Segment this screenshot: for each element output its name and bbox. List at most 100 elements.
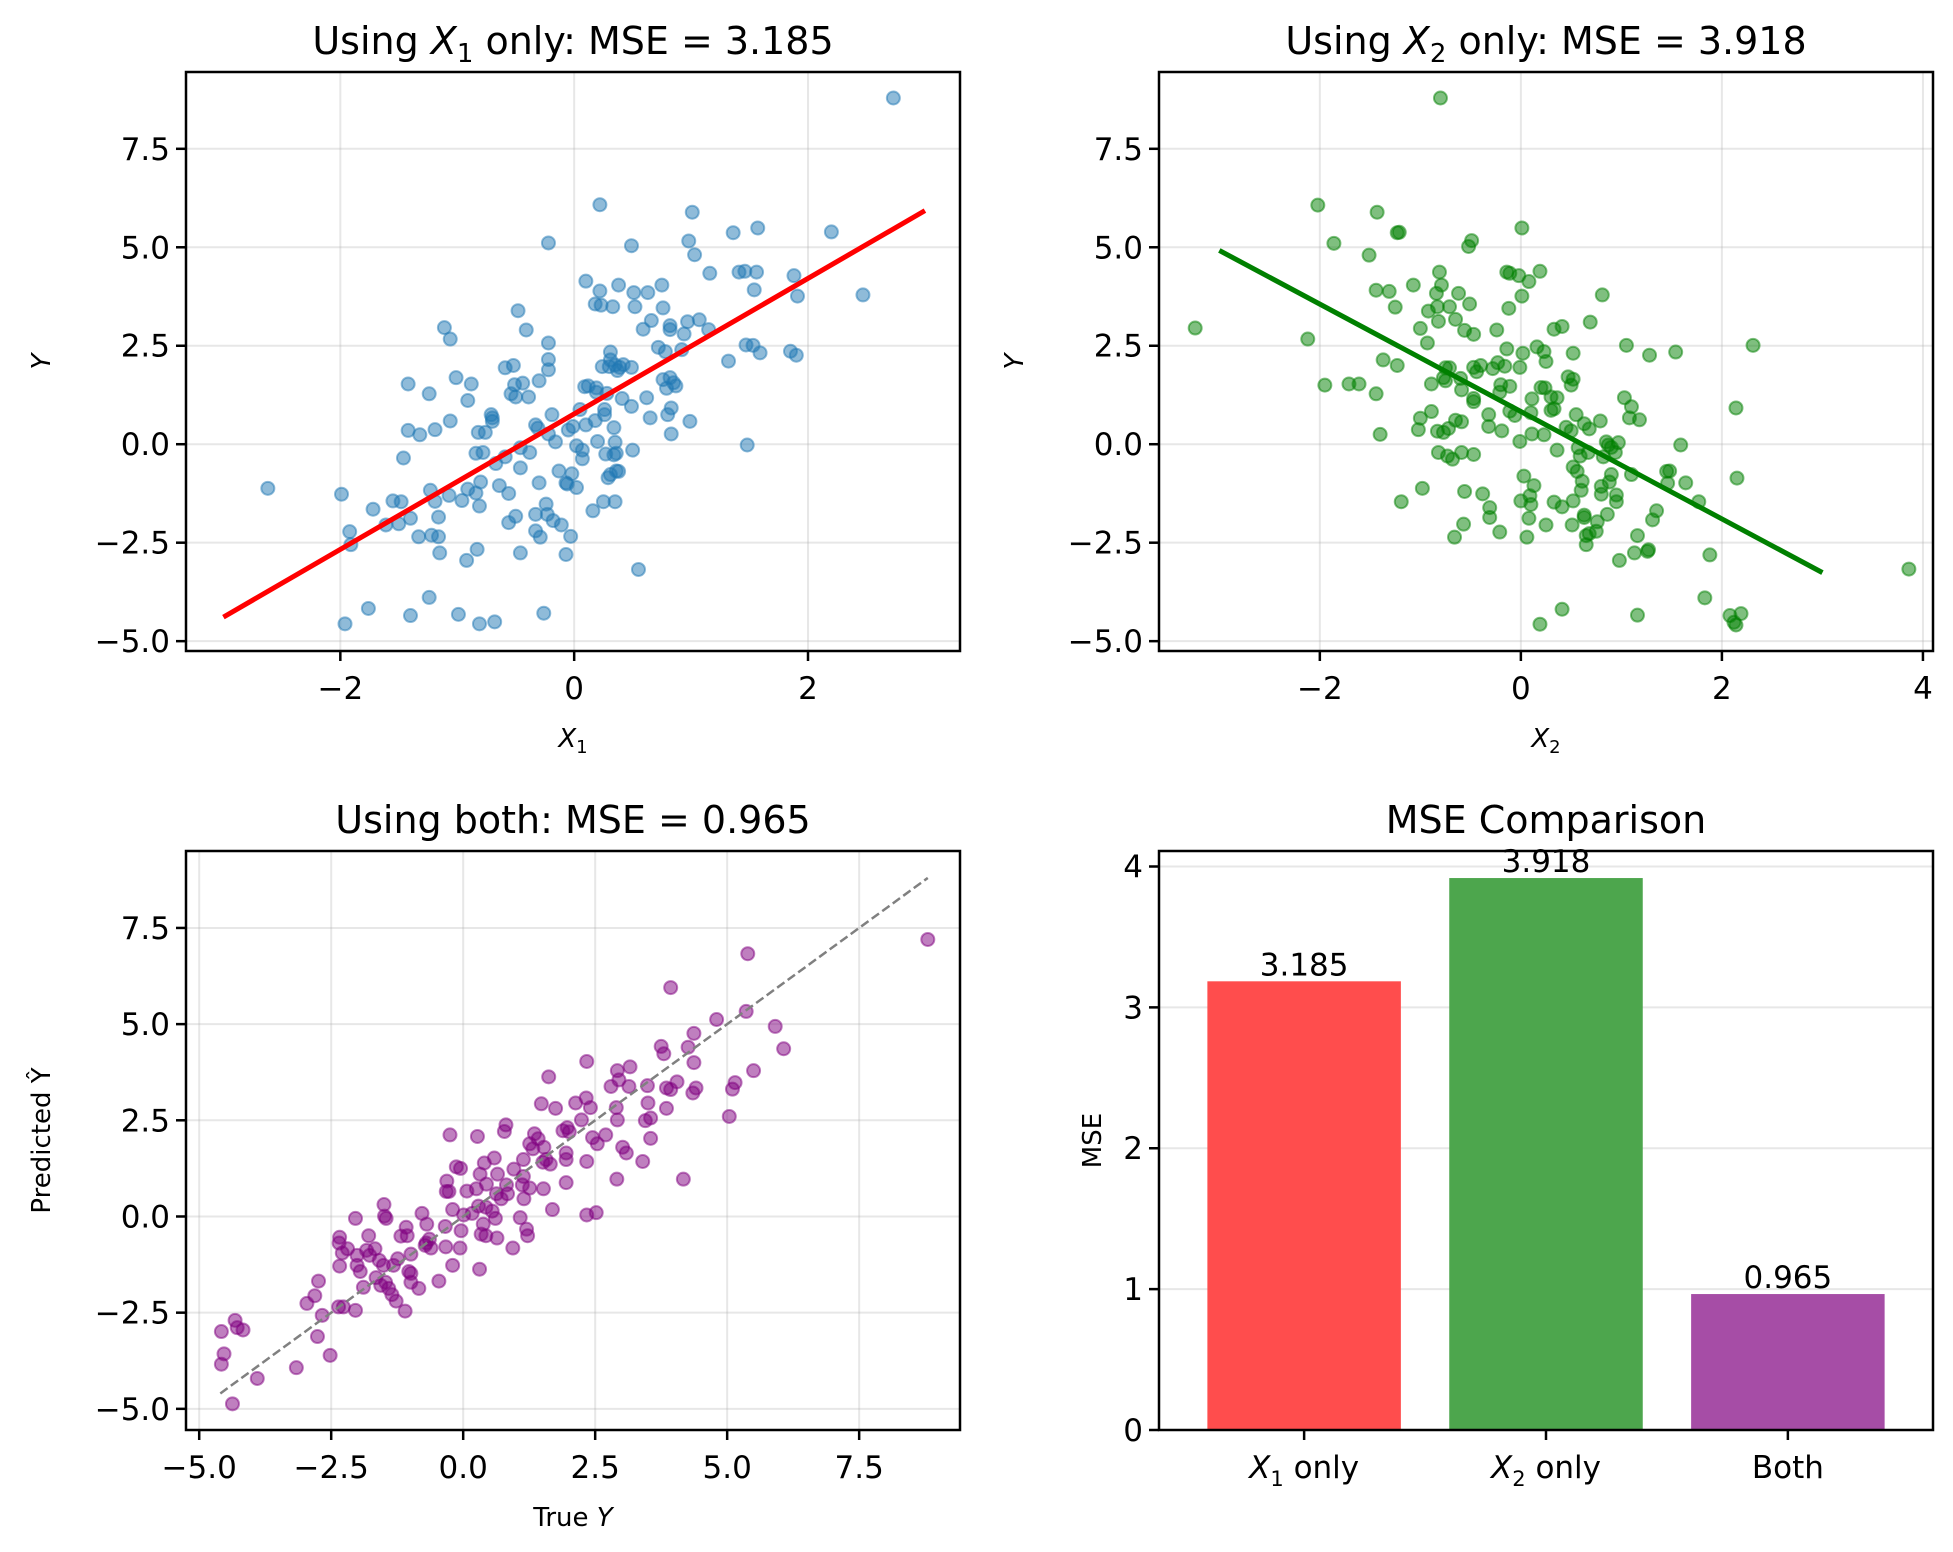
data-point	[1368, 282, 1384, 298]
data-point	[453, 1223, 469, 1239]
data-point	[623, 398, 639, 414]
data-point	[411, 529, 427, 545]
data-point	[579, 1053, 595, 1069]
data-point	[1381, 283, 1397, 299]
data-point	[1428, 285, 1444, 301]
data-point	[1568, 407, 1584, 423]
data-point	[1410, 422, 1426, 438]
x-tick-label: −2	[317, 671, 363, 707]
data-point	[468, 485, 484, 501]
data-point	[533, 1096, 549, 1112]
bars	[1207, 878, 1885, 1430]
data-point	[469, 1128, 485, 1144]
data-point	[1678, 475, 1694, 491]
chart-title: Using X1 only: MSE = 3.185	[312, 19, 833, 69]
data-point	[663, 980, 679, 996]
data-point	[309, 1329, 325, 1345]
data-point	[1423, 404, 1439, 420]
y-tick-label: −5.0	[95, 624, 170, 660]
data-point	[432, 545, 448, 561]
data-point	[427, 422, 443, 438]
data-point	[365, 501, 381, 517]
data-point	[510, 303, 526, 319]
y-tick-label: 7.5	[1094, 132, 1143, 168]
data-point	[1728, 617, 1744, 633]
data-point	[1697, 590, 1713, 606]
data-point	[540, 335, 556, 351]
data-point	[531, 373, 547, 389]
data-point	[487, 1210, 503, 1226]
data-point	[224, 1396, 240, 1412]
data-point	[448, 370, 464, 386]
identity-reference-line	[219, 876, 929, 1395]
data-point	[518, 322, 534, 338]
data-point	[691, 312, 707, 328]
y-axis-label: MSE	[1078, 1113, 1108, 1168]
data-point	[563, 528, 579, 544]
regression-line	[1218, 248, 1824, 575]
xlabel-var: X	[1529, 724, 1550, 754]
data-point	[412, 427, 428, 443]
data-point	[411, 1280, 427, 1296]
data-point	[855, 287, 871, 303]
data-point	[431, 509, 447, 525]
y-tick-label: 7.5	[121, 132, 170, 168]
x-tick-label: 4	[1913, 671, 1933, 707]
data-point	[1745, 337, 1761, 353]
y-tick-label: 0.0	[1094, 427, 1143, 463]
data-point	[920, 931, 936, 947]
data-point	[402, 608, 418, 624]
data-point	[676, 326, 692, 342]
data-point	[436, 320, 452, 336]
data-point	[582, 1100, 598, 1116]
data-point	[1641, 542, 1657, 558]
data-point	[574, 451, 590, 467]
data-point	[1642, 347, 1658, 363]
data-point	[1519, 529, 1535, 545]
data-point	[393, 1228, 409, 1244]
data-point	[541, 1069, 557, 1085]
data-point	[654, 277, 670, 293]
data-point	[508, 389, 524, 405]
data-point	[521, 389, 537, 405]
data-point	[475, 444, 491, 460]
data-point	[1462, 296, 1478, 312]
data-point	[1563, 377, 1579, 393]
data-point	[1448, 311, 1464, 327]
data-point	[611, 277, 627, 293]
y-tick-label: 2.5	[121, 1103, 170, 1139]
data-point	[421, 386, 437, 402]
y-tick-label: −2.5	[95, 526, 170, 562]
data-point	[1469, 364, 1485, 380]
data-point	[419, 1216, 435, 1232]
data-point	[471, 498, 487, 514]
data-point	[739, 437, 755, 453]
panel-both: −5.0 −2.5 0.0 2.5 5.0 7.5 −5.0 −2.5 0.0 2.5 5.0 7.5…	[25, 798, 962, 1533]
data-point	[450, 606, 466, 622]
data-point	[522, 1180, 538, 1196]
data-point	[1538, 354, 1554, 369]
data-point	[746, 1063, 762, 1079]
data-point	[675, 1171, 691, 1187]
x-tick-label: X2 only	[1489, 1450, 1601, 1491]
y-tick-label: 0.0	[121, 427, 170, 463]
data-point	[1317, 377, 1333, 393]
data-point	[512, 1210, 528, 1226]
data-point	[607, 494, 623, 510]
data-point	[360, 600, 376, 616]
y-tick-label: 7.5	[121, 911, 170, 947]
data-point	[618, 1145, 634, 1161]
data-point	[1389, 357, 1405, 373]
data-point	[478, 1176, 494, 1192]
data-point	[1454, 414, 1470, 430]
category-var: X	[1247, 1450, 1271, 1486]
data-point	[260, 480, 276, 496]
x-tick-label: 0	[1511, 671, 1531, 707]
y-tick-label: 0	[1123, 1413, 1143, 1449]
data-point	[643, 1130, 659, 1146]
data-point	[469, 541, 485, 557]
data-point	[520, 1228, 536, 1244]
data-point	[496, 1123, 512, 1139]
